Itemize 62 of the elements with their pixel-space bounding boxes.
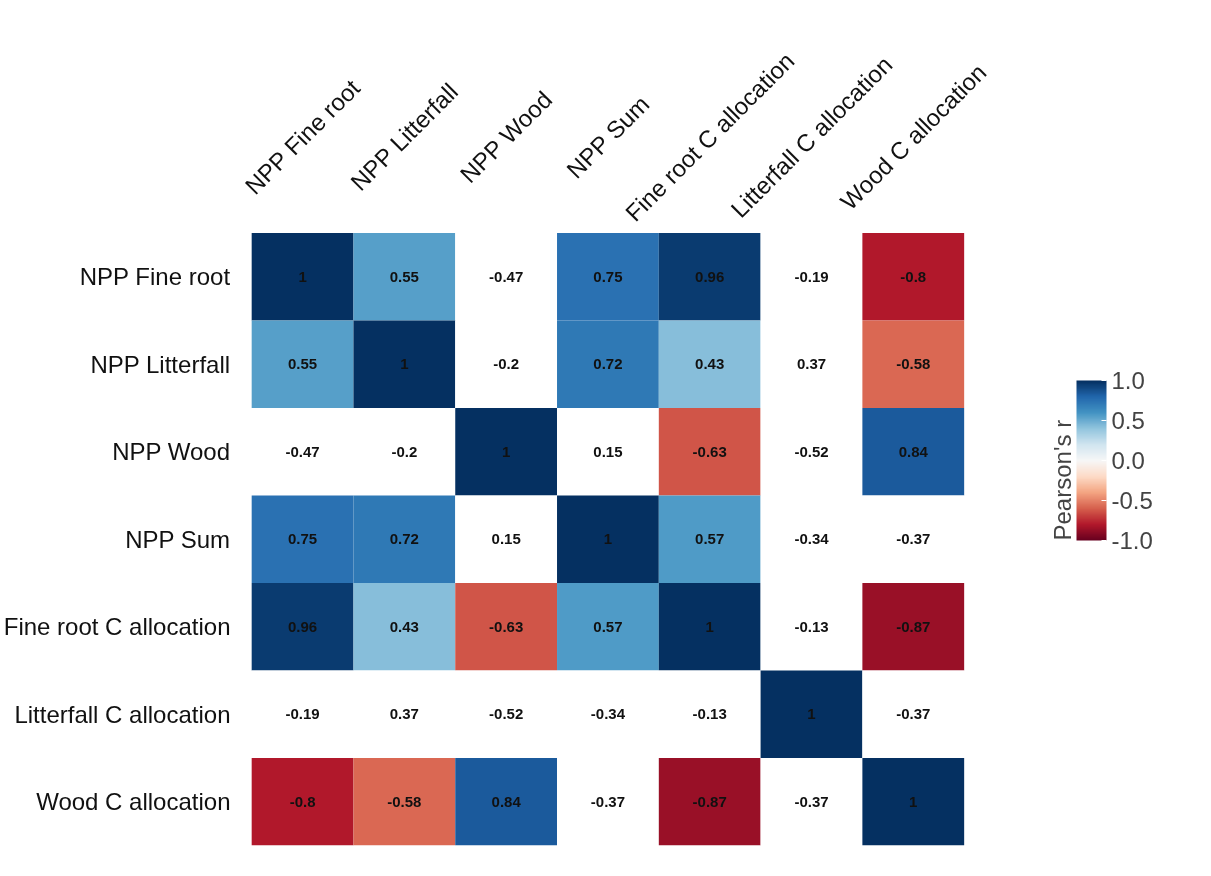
color-bar-label: 1.0 [1111,367,1145,394]
y-tick-label: Litterfall C allocation [14,700,231,728]
text: -0.34 [590,705,626,723]
text: -0.37 [896,705,931,723]
data-label: -0.8 [900,267,927,285]
data-label: 1 [909,792,918,810]
text: -0.37 [794,792,829,810]
text: -0.19 [285,705,320,723]
color-bar-label: -0.5 [1111,487,1153,514]
data-label: -0.63 [489,617,524,635]
text: -0.47 [489,267,524,285]
text: 0.15 [593,442,623,460]
data-label: 1 [501,442,511,460]
data-label: 0.57 [695,530,725,548]
data-label: 0.55 [287,355,318,373]
y-tick-label: Fine root C allocation [3,613,231,641]
text: -0.47 [285,442,320,460]
color-bar-title: Pearson's r [1048,419,1076,541]
data-label: -0.8 [289,792,316,810]
color-bar-label: 0.0 [1111,447,1145,474]
data-label: 0.57 [593,617,623,635]
data-label: 0.84 [491,792,522,810]
y-tick-label: NPP Wood [112,438,231,466]
text: 0.37 [389,705,419,723]
text: -0.52 [489,705,524,723]
text: -0.52 [794,442,829,460]
data-label: 0.84 [898,442,929,460]
text: -0.34 [794,530,829,548]
text: -0.37 [896,530,931,548]
color-bar-label: 0.5 [1111,407,1145,434]
color-bar-label: -1.0 [1111,527,1153,554]
data-label: 0.43 [695,355,725,373]
data-label: 1 [807,705,816,723]
text: -0.13 [794,617,829,635]
text: 0.15 [491,530,521,548]
data-label: 1 [705,617,714,635]
data-label: -0.63 [692,442,727,460]
data-label: 0.72 [389,530,419,548]
text: -0.37 [590,792,626,810]
data-label: -0.87 [692,792,727,810]
data-label: 0.96 [287,617,318,635]
data-label: 0.96 [695,267,725,285]
text: 0.37 [796,355,827,373]
data-label: -0.58 [387,792,422,810]
data-label: 0.75 [287,530,318,548]
y-tick-label: NPP Sum [125,525,231,553]
y-tick-label: Wood C allocation [36,788,231,816]
data-label: -0.58 [896,355,931,373]
data-label: -0.87 [896,617,931,635]
data-label: 0.55 [389,267,419,285]
text: -0.19 [794,267,829,285]
data-label: 0.75 [593,267,623,285]
data-label: 0.72 [593,355,623,373]
text: -0.13 [692,705,727,723]
y-tick-label: NPP Litterfall [90,350,231,378]
data-label: 1 [298,267,307,285]
data-label: 0.43 [389,617,419,635]
text: -0.2 [493,355,520,373]
data-label: 1 [400,355,409,373]
y-tick-label: NPP Fine root [79,263,231,291]
data-label: 1 [603,530,613,548]
text: -0.2 [391,442,418,460]
